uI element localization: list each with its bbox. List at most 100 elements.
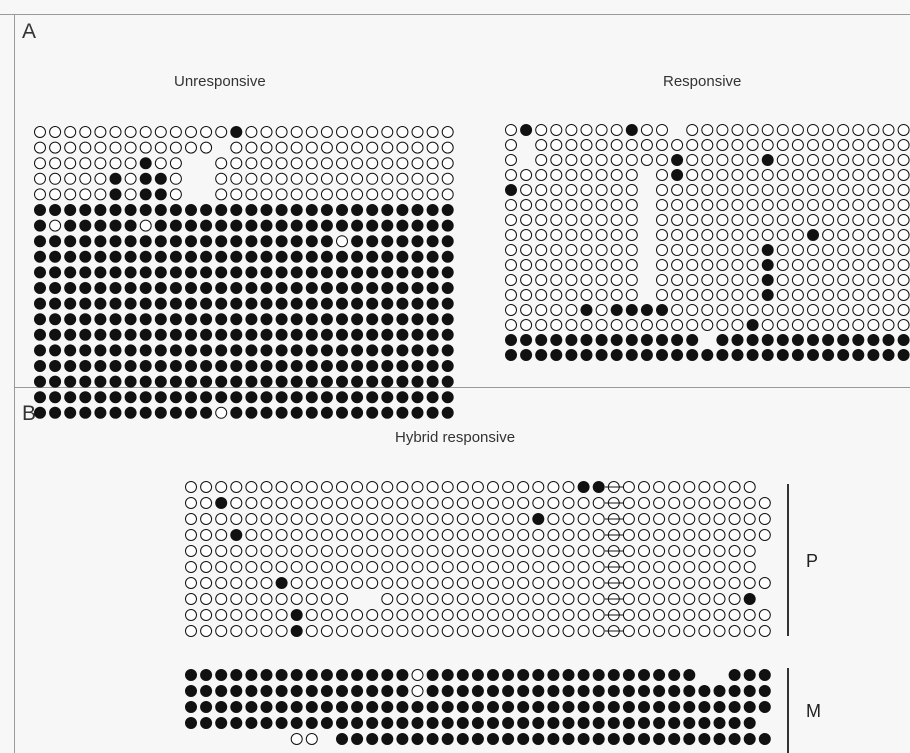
unresponsive-unmethylated-cpg xyxy=(396,188,409,201)
unresponsive-unmethylated-cpg xyxy=(320,172,333,185)
unresponsive-methylated-cpg xyxy=(366,282,379,294)
unresponsive-unmethylated-cpg xyxy=(230,157,243,170)
hybrid-m-methylated-cpg xyxy=(260,701,273,713)
hybrid-p-unmethylated-cpg xyxy=(426,513,439,525)
unresponsive-unmethylated-cpg xyxy=(260,188,273,201)
unresponsive-methylated-cpg xyxy=(139,250,152,263)
unresponsive-methylated-cpg xyxy=(49,360,62,372)
unresponsive-unmethylated-cpg xyxy=(411,141,424,154)
unresponsive-methylated-cpg xyxy=(124,235,137,248)
hybrid-m-methylated-cpg xyxy=(487,685,499,697)
hybrid-p-unmethylated-cpg xyxy=(215,561,228,573)
hybrid-m-methylated-cpg xyxy=(758,669,771,681)
responsive-unmethylated-cpg xyxy=(791,259,804,271)
unresponsive-unmethylated-cpg xyxy=(426,172,439,185)
unresponsive-methylated-cpg xyxy=(396,360,409,372)
hybrid-p-unmethylated-cpg xyxy=(366,481,379,493)
hybrid-p-unmethylated-cpg xyxy=(577,625,590,637)
hybrid-m-methylated-cpg xyxy=(517,733,530,745)
unresponsive-methylated-cpg xyxy=(290,344,303,357)
responsive-methylated-cpg xyxy=(731,349,744,361)
responsive-unmethylated-cpg xyxy=(731,154,744,166)
unresponsive-methylated-cpg xyxy=(275,328,288,341)
responsive-unmethylated-cpg xyxy=(731,139,744,151)
hybrid-m-methylated-cpg xyxy=(305,685,318,697)
responsive-unmethylated-cpg xyxy=(852,154,865,166)
hybrid-p-unmethylated-cpg xyxy=(577,545,590,557)
hybrid-p-unmethylated-cpg xyxy=(396,577,409,589)
hybrid-p-unmethylated-cpg xyxy=(441,577,454,589)
responsive-methylated-cpg xyxy=(625,349,638,361)
hybrid-p-unmethylated-cpg xyxy=(562,529,575,541)
hybrid-p-unmethylated-cpg xyxy=(562,545,575,557)
hybrid-p-unmethylated-cpg xyxy=(592,625,605,637)
responsive-unmethylated-cpg xyxy=(580,214,593,226)
responsive-methylated-cpg xyxy=(671,349,684,361)
responsive-unmethylated-cpg xyxy=(731,229,744,241)
unresponsive-methylated-cpg xyxy=(34,328,46,341)
responsive-unmethylated-cpg xyxy=(701,229,714,241)
unresponsive-unmethylated-cpg xyxy=(381,126,394,138)
responsive-unmethylated-cpg xyxy=(701,214,714,226)
hybrid-p-unmethylated-cpg xyxy=(381,625,394,637)
unresponsive-unmethylated-cpg xyxy=(381,172,394,185)
responsive-unmethylated-cpg xyxy=(701,274,714,286)
responsive-methylated-cpg xyxy=(761,244,774,256)
unresponsive-title: Unresponsive xyxy=(174,73,266,90)
hybrid-p-unmethylated-cpg xyxy=(547,545,560,557)
responsive-unmethylated-cpg xyxy=(701,199,714,211)
unresponsive-unmethylated-cpg xyxy=(366,126,379,138)
hybrid-m-methylated-cpg xyxy=(305,669,318,681)
responsive-methylated-cpg xyxy=(580,334,593,346)
hybrid-m-methylated-cpg xyxy=(592,701,605,713)
hybrid-m-methylated-cpg xyxy=(351,701,364,713)
hybrid-m-methylated-cpg xyxy=(471,669,484,681)
hybrid-p-unmethylated-cpg xyxy=(366,561,379,573)
unresponsive-methylated-cpg xyxy=(49,313,62,326)
hybrid-m-methylated-cpg xyxy=(471,717,484,729)
unresponsive-unmethylated-cpg xyxy=(154,157,167,170)
unresponsive-methylated-cpg xyxy=(441,235,454,248)
unresponsive-methylated-cpg xyxy=(245,235,258,248)
responsive-unmethylated-cpg xyxy=(837,244,850,256)
responsive-unmethylated-cpg xyxy=(550,199,563,211)
hybrid-m-methylated-cpg xyxy=(426,733,439,745)
unresponsive-unmethylated-cpg xyxy=(351,157,364,170)
responsive-unmethylated-cpg xyxy=(625,169,638,181)
responsive-unmethylated-cpg xyxy=(852,259,865,271)
responsive-unmethylated-cpg xyxy=(625,289,638,301)
hybrid-p-unmethylated-cpg xyxy=(230,593,243,605)
unresponsive-methylated-cpg xyxy=(366,250,379,263)
unresponsive-methylated-cpg xyxy=(34,235,46,248)
unresponsive-methylated-cpg xyxy=(215,204,228,216)
hybrid-p-unmethylated-cpg xyxy=(653,497,666,509)
responsive-unmethylated-cpg xyxy=(882,274,895,286)
unresponsive-methylated-cpg xyxy=(320,406,333,419)
hybrid-p-unmethylated-cpg xyxy=(290,577,303,589)
unresponsive-methylated-cpg xyxy=(441,282,454,294)
unresponsive-methylated-cpg xyxy=(426,391,439,404)
hybrid-p-unmethylated-cpg xyxy=(245,577,258,589)
hybrid-p-unmethylated-cpg xyxy=(517,577,530,589)
hybrid-p-unmethylated-cpg xyxy=(638,529,650,541)
responsive-unmethylated-cpg xyxy=(565,304,578,316)
unresponsive-methylated-cpg xyxy=(79,250,92,263)
hybrid-m-methylated-cpg xyxy=(305,701,318,713)
unresponsive-methylated-cpg xyxy=(245,297,258,310)
unresponsive-methylated-cpg xyxy=(200,282,213,294)
unresponsive-unmethylated-cpg xyxy=(245,172,258,185)
hybrid-p-unmethylated-cpg xyxy=(441,529,454,541)
hybrid-p-unmethylated-cpg xyxy=(366,545,379,557)
unresponsive-methylated-cpg xyxy=(320,391,333,404)
responsive-unmethylated-cpg xyxy=(550,259,563,271)
hybrid-p-unmethylated-cpg xyxy=(456,625,469,637)
responsive-unmethylated-cpg xyxy=(595,319,608,331)
responsive-methylated-cpg xyxy=(882,334,895,346)
hybrid-p-unmethylated-cpg xyxy=(441,513,454,525)
hybrid-p-unmethylated-cpg xyxy=(275,513,288,525)
hybrid-m-methylated-cpg xyxy=(698,717,711,729)
responsive-methylated-cpg xyxy=(761,289,774,301)
responsive-unmethylated-cpg xyxy=(761,199,774,211)
unresponsive-methylated-cpg xyxy=(34,313,46,326)
hybrid-p-unmethylated-cpg xyxy=(215,609,228,621)
